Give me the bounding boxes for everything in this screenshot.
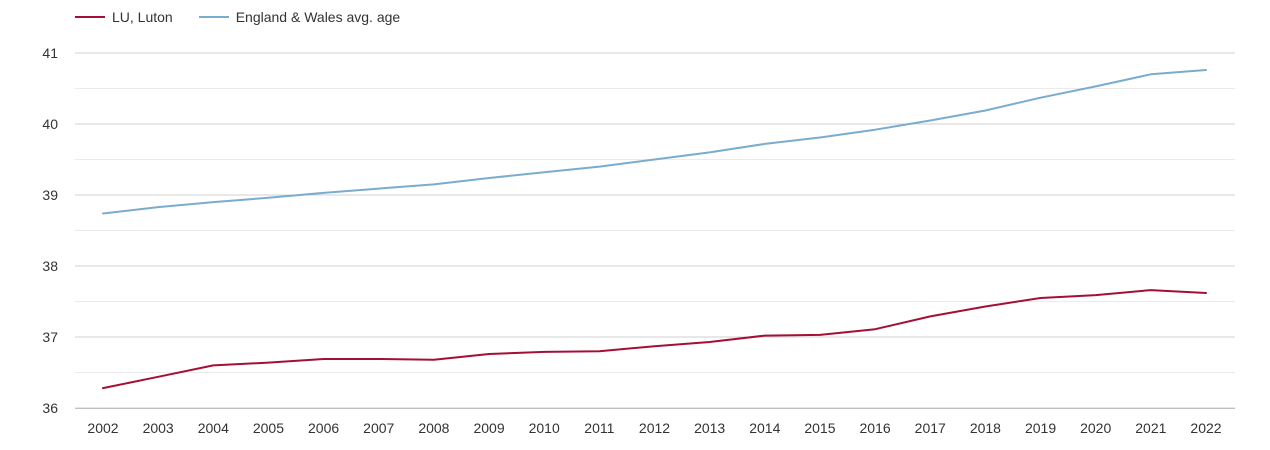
x-tick-label: 2016 [860, 420, 891, 436]
x-tick-label: 2018 [970, 420, 1001, 436]
x-tick-label: 2011 [584, 420, 614, 436]
x-tick-label: 2009 [473, 420, 504, 436]
x-tick-label: 2020 [1080, 420, 1111, 436]
y-tick-label: 38 [42, 258, 58, 274]
x-tick-label: 2022 [1190, 420, 1221, 436]
series-line-0 [102, 289, 1207, 390]
y-tick-label: 37 [42, 329, 58, 345]
x-tick-label: 2003 [143, 420, 174, 436]
y-tick-label: 39 [42, 187, 58, 203]
legend-item-england-wales[interactable]: England & Wales avg. age [198, 9, 401, 25]
x-tick-label: 2007 [363, 420, 394, 436]
y-tick-label: 41 [42, 45, 58, 61]
x-tick-label: 2014 [749, 420, 780, 436]
y-tick-label: 36 [42, 400, 58, 416]
legend-swatch-luton [75, 16, 105, 18]
x-tick-label: 2008 [418, 420, 449, 436]
x-tick-label: 2019 [1025, 420, 1056, 436]
legend-label-luton: LU, Luton [112, 9, 173, 25]
x-tick-label: 2012 [639, 420, 670, 436]
x-tick-label: 2017 [915, 420, 946, 436]
x-tick-label: 2021 [1135, 420, 1166, 436]
x-tick-label: 2006 [308, 420, 339, 436]
x-tick-label: 2002 [87, 420, 118, 436]
y-tick-label: 40 [42, 116, 58, 132]
legend-swatch-england-wales [198, 16, 229, 18]
x-tick-label: 2010 [529, 420, 560, 436]
x-tick-label: 2004 [198, 420, 229, 436]
legend-label-england-wales: England & Wales avg. age [235, 9, 401, 25]
series-line-1 [102, 69, 1207, 215]
legend: LU, Luton England & Wales avg. age [75, 9, 426, 25]
x-tick-label: 2015 [804, 420, 835, 436]
legend-item-luton[interactable]: LU, Luton [75, 9, 173, 25]
x-tick-label: 2005 [253, 420, 284, 436]
x-tick-label: 2013 [694, 420, 725, 436]
